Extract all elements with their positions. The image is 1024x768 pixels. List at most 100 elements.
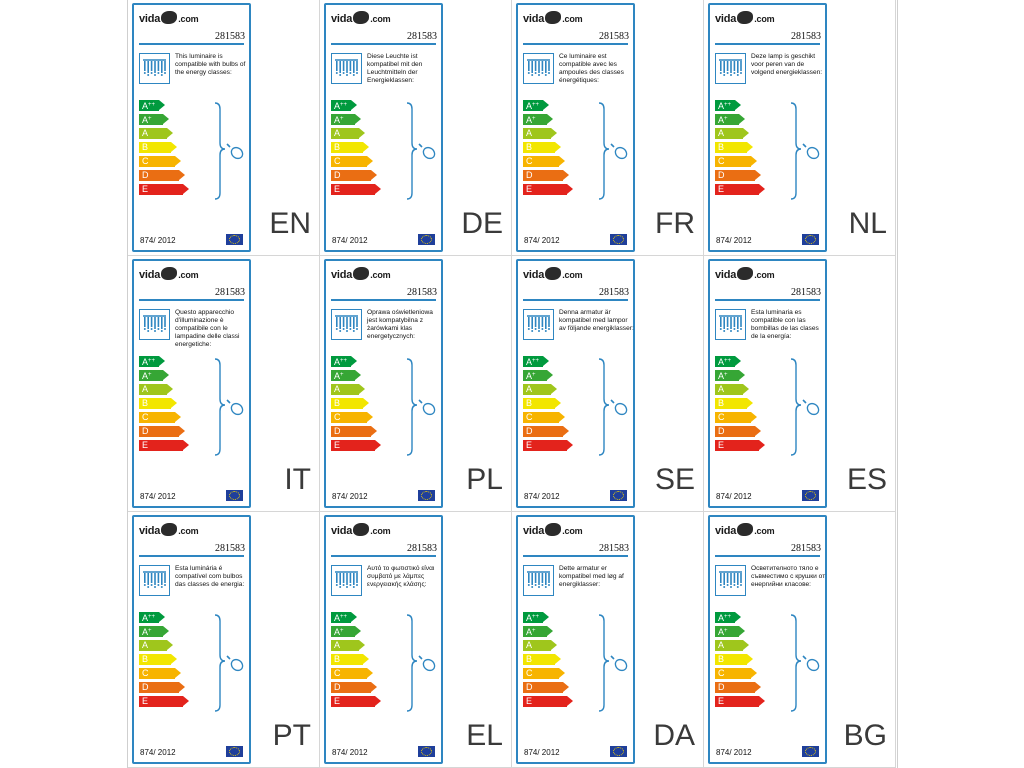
energy-class-bar: A+ bbox=[331, 114, 361, 125]
energy-class-bar: A bbox=[331, 640, 365, 651]
energy-class-letter: B bbox=[142, 398, 149, 408]
energy-class-bar: A+ bbox=[523, 114, 553, 125]
energy-class-bar: D bbox=[139, 682, 185, 693]
regulation-number: 874/ 2012 bbox=[716, 236, 752, 245]
energy-label: vida .com 281583 bbox=[708, 515, 827, 764]
energy-class-letter: D bbox=[526, 682, 533, 692]
energy-class-bar: A++ bbox=[331, 356, 357, 367]
energy-class-scale: A++ A+ A B C D E bbox=[715, 356, 765, 454]
label-cell-es: vida .com 281583 bbox=[704, 256, 896, 512]
lamp-array-icon bbox=[523, 565, 554, 596]
product-code: 281583 bbox=[599, 543, 629, 554]
energy-class-bar: D bbox=[523, 170, 569, 181]
brand-mark-icon bbox=[737, 523, 754, 536]
brand-suffix: .com bbox=[370, 270, 391, 280]
bulb-icon bbox=[418, 655, 436, 672]
energy-class-bar: B bbox=[523, 398, 561, 409]
lamp-array-icon bbox=[331, 53, 362, 84]
regulation-number: 874/ 2012 bbox=[332, 748, 368, 757]
energy-class-letter: E bbox=[718, 440, 725, 450]
energy-class-bar: C bbox=[715, 668, 757, 679]
bulb-bracket bbox=[406, 102, 436, 200]
regulation-number: 874/ 2012 bbox=[716, 748, 752, 757]
brand-logo: vida .com bbox=[331, 267, 391, 281]
regulation-number: 874/ 2012 bbox=[140, 748, 176, 757]
energy-class-bar: C bbox=[331, 412, 373, 423]
energy-class-plus: + bbox=[724, 116, 728, 122]
energy-class-letter: A bbox=[718, 128, 725, 138]
brand-logo: vida .com bbox=[715, 11, 775, 25]
energy-class-bar: C bbox=[139, 668, 181, 679]
energy-class-bar: E bbox=[139, 440, 189, 451]
product-code: 281583 bbox=[407, 31, 437, 42]
lamp-array-icon bbox=[715, 309, 746, 340]
language-code: PT bbox=[272, 719, 311, 752]
compatibility-text: This luminaire is compatible with bulbs … bbox=[175, 53, 246, 76]
bulb-bracket bbox=[598, 614, 628, 712]
lamp-array-icon bbox=[331, 309, 362, 340]
regulation-number: 874/ 2012 bbox=[332, 492, 368, 501]
energy-class-bar: E bbox=[523, 184, 573, 195]
energy-class-letter: A bbox=[334, 115, 341, 125]
energy-class-bar: A++ bbox=[715, 100, 741, 111]
energy-class-bar: C bbox=[139, 156, 181, 167]
brand-prefix: vida bbox=[715, 13, 737, 25]
label-cell-se: vida .com 281583 bbox=[512, 256, 704, 512]
compatibility-text: Deze lamp is geschikt voor peren van de … bbox=[751, 53, 823, 76]
compatibility-text: Осветителното тяло е съвместимо с крушки… bbox=[751, 565, 826, 588]
energy-class-letter: E bbox=[142, 440, 149, 450]
language-code: DE bbox=[461, 207, 503, 240]
brand-prefix: vida bbox=[715, 525, 737, 537]
energy-class-bar: A bbox=[331, 384, 365, 395]
energy-class-letter: E bbox=[142, 696, 149, 706]
energy-class-letter: A bbox=[526, 384, 533, 394]
energy-class-plus: + bbox=[532, 116, 536, 122]
language-code: FR bbox=[655, 207, 695, 240]
label-cell-el: vida .com 281583 bbox=[320, 512, 512, 768]
product-code: 281583 bbox=[599, 31, 629, 42]
language-code: EL bbox=[466, 719, 503, 752]
compatibility-text: Esta luminária é compatível com bulbos d… bbox=[175, 565, 245, 588]
brand-suffix: .com bbox=[754, 526, 775, 536]
brand-mark-icon bbox=[545, 11, 562, 24]
energy-class-letter: E bbox=[718, 184, 725, 194]
divider bbox=[523, 299, 628, 301]
energy-class-letter: A bbox=[334, 357, 341, 367]
energy-class-plus: ++ bbox=[148, 102, 156, 108]
energy-class-bar: D bbox=[523, 682, 569, 693]
bulb-bracket bbox=[214, 358, 244, 456]
energy-class-letter: D bbox=[718, 170, 725, 180]
energy-class-bar: A+ bbox=[715, 626, 745, 637]
energy-class-bar: B bbox=[139, 398, 177, 409]
bulb-bracket bbox=[790, 102, 820, 200]
regulation-number: 874/ 2012 bbox=[332, 236, 368, 245]
brand-prefix: vida bbox=[331, 525, 353, 537]
brand-mark-icon bbox=[161, 523, 178, 536]
bulb-icon bbox=[610, 655, 628, 672]
energy-class-letter: A bbox=[334, 627, 341, 637]
energy-class-bar: C bbox=[523, 668, 565, 679]
energy-class-bar: E bbox=[715, 696, 765, 707]
energy-class-bar: D bbox=[331, 682, 377, 693]
bulb-bracket bbox=[214, 102, 244, 200]
energy-class-bar: E bbox=[331, 184, 381, 195]
label-cell-da: vida .com 281583 bbox=[512, 512, 704, 768]
brand-logo: vida .com bbox=[523, 523, 583, 537]
divider bbox=[139, 555, 244, 557]
bulb-bracket bbox=[598, 358, 628, 456]
brand-suffix: .com bbox=[754, 14, 775, 24]
language-code: ES bbox=[846, 463, 887, 496]
regulation-number: 874/ 2012 bbox=[140, 236, 176, 245]
brand-prefix: vida bbox=[715, 269, 737, 281]
energy-class-letter: A bbox=[142, 115, 149, 125]
bulb-icon bbox=[226, 143, 244, 160]
language-code: BG bbox=[843, 719, 887, 752]
bulb-icon bbox=[610, 399, 628, 416]
bulb-bracket bbox=[406, 614, 436, 712]
energy-class-bar: A bbox=[139, 384, 173, 395]
energy-class-letter: B bbox=[334, 398, 341, 408]
energy-class-bar: A+ bbox=[523, 626, 553, 637]
eu-flag-icon bbox=[802, 746, 819, 757]
eu-flag-icon bbox=[226, 746, 243, 757]
bulb-icon bbox=[610, 143, 628, 160]
